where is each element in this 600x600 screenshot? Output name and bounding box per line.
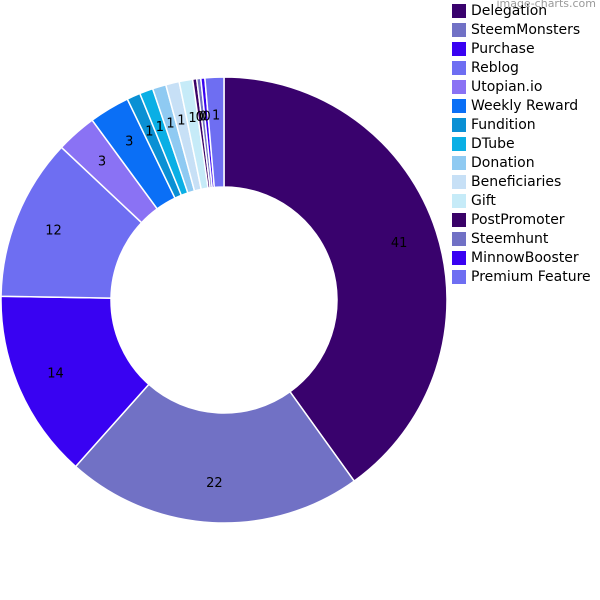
legend-label-utopian-io: Utopian.io xyxy=(471,79,542,95)
slice-value-label-dtube: 1 xyxy=(156,120,164,135)
legend-swatch-premium-feature xyxy=(452,270,466,284)
legend-swatch-utopian-io xyxy=(452,80,466,94)
legend-swatch-steemmonsters xyxy=(452,23,466,37)
slice-value-label-postpromoter: 0 xyxy=(196,110,204,125)
legend: Delegation SteemMonsters Purchase Reblog Uto… xyxy=(452,3,591,285)
slice-value-label-fundition: 1 xyxy=(145,124,153,139)
legend-swatch-reblog xyxy=(452,61,466,75)
legend-swatch-weekly-reward xyxy=(452,99,466,113)
legend-swatch-fundition xyxy=(452,118,466,132)
legend-label-reblog: Reblog xyxy=(471,60,519,76)
slice-value-label-minnowbooster: 0 xyxy=(202,109,210,124)
legend-swatch-donation xyxy=(452,156,466,170)
legend-label-fundition: Fundition xyxy=(471,117,536,133)
slice-value-label-steemhunt: 0 xyxy=(199,110,207,125)
legend-label-steemmonsters: SteemMonsters xyxy=(471,22,580,38)
slices-group xyxy=(0,76,448,524)
legend-label-steemhunt: Steemhunt xyxy=(471,231,549,247)
slice-value-label-donation: 1 xyxy=(166,116,174,131)
slice-delegation xyxy=(223,76,448,483)
legend-swatch-delegation xyxy=(452,4,466,18)
slice-value-label-reblog: 12 xyxy=(45,223,62,238)
slice-value-label-utopian-io: 3 xyxy=(98,155,106,170)
legend-swatch-postpromoter xyxy=(452,213,466,227)
slice-value-label-purchase: 14 xyxy=(47,366,64,381)
legend-label-beneficiaries: Beneficiaries xyxy=(471,174,561,190)
legend-label-purchase: Purchase xyxy=(471,41,535,57)
legend-swatch-beneficiaries xyxy=(452,175,466,189)
slice-steemmonsters xyxy=(74,383,356,524)
legend-label-premium-feature: Premium Feature xyxy=(471,269,591,285)
watermark: image-charts.com xyxy=(496,0,596,10)
legend-label-gift: Gift xyxy=(471,193,496,209)
slice-value-label-weekly-reward: 3 xyxy=(125,135,133,150)
slice-value-label-gift: 1 xyxy=(188,111,196,126)
legend-swatch-steemhunt xyxy=(452,232,466,246)
legend-label-delegation: Delegation xyxy=(471,3,547,19)
slice-value-label-steemmonsters: 22 xyxy=(206,476,223,491)
slice-purchase xyxy=(0,295,150,468)
slice-premium-feature xyxy=(204,76,225,189)
legend-label-weekly-reward: Weekly Reward xyxy=(471,98,578,114)
legend-label-dtube: DTube xyxy=(471,136,515,152)
legend-swatch-dtube xyxy=(452,137,466,151)
legend-label-donation: Donation xyxy=(471,155,535,171)
slice-value-label-beneficiaries: 1 xyxy=(177,113,185,128)
legend-swatch-minnowbooster xyxy=(452,251,466,265)
slice-value-label-delegation: 41 xyxy=(391,236,408,251)
legend-label-minnowbooster: MinnowBooster xyxy=(471,250,579,266)
legend-swatch-purchase xyxy=(452,42,466,56)
slice-value-label-premium-feature: 1 xyxy=(212,109,220,124)
legend-label-postpromoter: PostPromoter xyxy=(471,212,565,228)
legend-swatch-gift xyxy=(452,194,466,208)
